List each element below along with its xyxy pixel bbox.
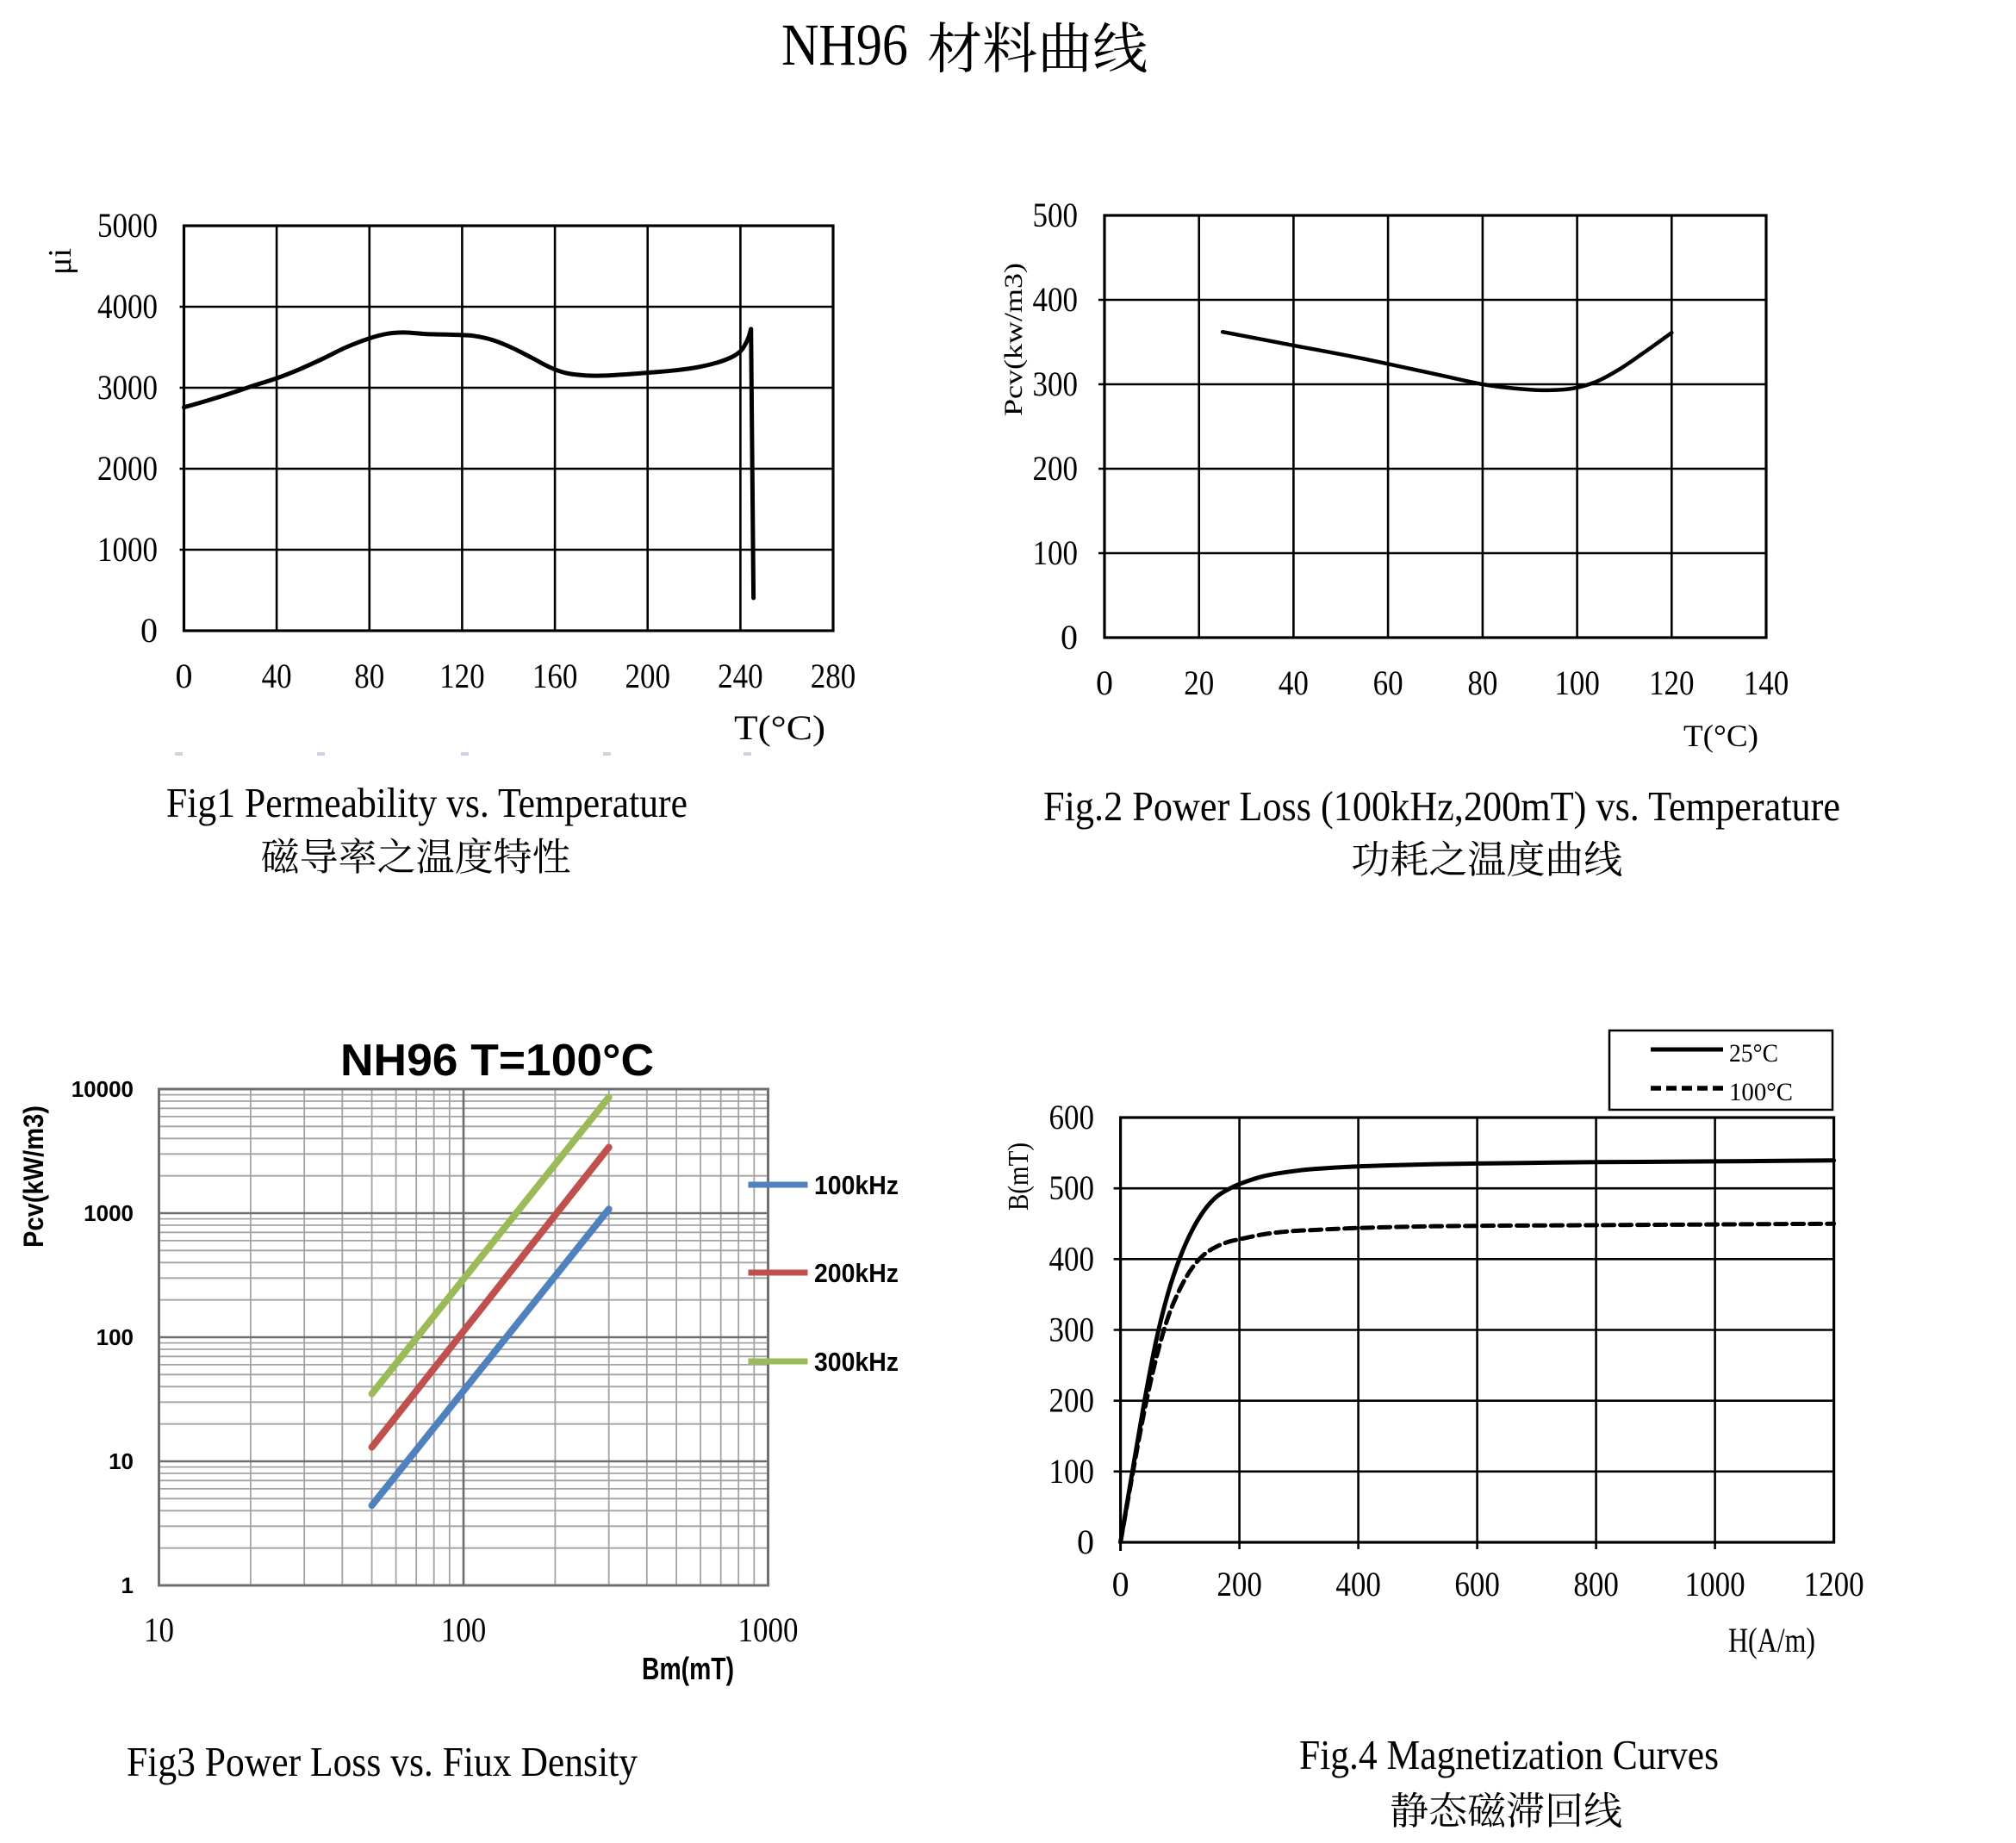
svg-text:H(A/m): H(A/m) <box>1728 1621 1815 1659</box>
svg-text:500: 500 <box>1049 1168 1095 1207</box>
svg-text:0: 0 <box>1096 663 1113 702</box>
svg-text:0: 0 <box>176 657 193 695</box>
svg-text:25°C: 25°C <box>1729 1039 1778 1068</box>
svg-text:10: 10 <box>144 1610 174 1649</box>
svg-text:80: 80 <box>1467 663 1497 702</box>
svg-text:1000: 1000 <box>738 1610 799 1649</box>
svg-text:80: 80 <box>354 657 384 695</box>
svg-text:400: 400 <box>1049 1239 1095 1278</box>
svg-text:40: 40 <box>262 657 292 695</box>
svg-text:10000: 10000 <box>72 1076 134 1102</box>
svg-text:μi: μi <box>42 248 78 275</box>
svg-text:100: 100 <box>1049 1452 1095 1491</box>
svg-text:1000: 1000 <box>97 530 158 569</box>
svg-text:400: 400 <box>1033 280 1079 319</box>
svg-text:Fig.2 Power Loss (100kHz,200mT: Fig.2 Power Loss (100kHz,200mT) vs. Temp… <box>1043 782 1840 830</box>
svg-text:60: 60 <box>1373 663 1403 702</box>
svg-text:Pcv(kW/m3): Pcv(kW/m3) <box>18 1105 49 1248</box>
svg-text:4000: 4000 <box>97 287 158 326</box>
svg-text:T(°C): T(°C) <box>734 708 825 747</box>
svg-text:100: 100 <box>441 1610 487 1649</box>
svg-text:600: 600 <box>1454 1565 1500 1603</box>
svg-text:B(mT): B(mT) <box>1003 1143 1035 1211</box>
svg-text:20: 20 <box>1184 663 1214 702</box>
svg-text:400: 400 <box>1335 1565 1381 1603</box>
svg-text:200: 200 <box>1049 1381 1095 1420</box>
svg-text:300kHz: 300kHz <box>814 1347 899 1377</box>
svg-text:240: 240 <box>718 657 763 695</box>
svg-text:100°C: 100°C <box>1729 1078 1793 1106</box>
svg-text:1000: 1000 <box>1685 1565 1745 1603</box>
svg-text:Fig1 Permeability vs. Temperat: Fig1 Permeability vs. Temperature <box>166 779 688 826</box>
svg-text:1200: 1200 <box>1804 1565 1864 1603</box>
svg-text:500: 500 <box>1033 196 1079 234</box>
svg-text:T(°C): T(°C) <box>1683 719 1758 753</box>
svg-text:140: 140 <box>1744 663 1789 702</box>
svg-text:100: 100 <box>1033 533 1079 572</box>
svg-text:120: 120 <box>439 657 485 695</box>
svg-text:0: 0 <box>1077 1522 1094 1561</box>
svg-text:160: 160 <box>532 657 578 695</box>
svg-text:200: 200 <box>1216 1565 1262 1603</box>
svg-text:0: 0 <box>140 611 158 650</box>
svg-text:200: 200 <box>625 657 670 695</box>
svg-text:600: 600 <box>1049 1098 1095 1136</box>
svg-text:800: 800 <box>1573 1565 1619 1603</box>
svg-text:5000: 5000 <box>97 206 158 245</box>
svg-text:0: 0 <box>1112 1565 1129 1603</box>
svg-text:Fig3 Power Loss vs. Fiux Densi: Fig3 Power Loss vs. Fiux Density <box>127 1738 638 1785</box>
svg-text:300: 300 <box>1049 1311 1095 1349</box>
svg-text:Pcv(kw/m3): Pcv(kw/m3) <box>999 263 1028 416</box>
svg-text:280: 280 <box>811 657 856 695</box>
svg-text:200kHz: 200kHz <box>814 1258 899 1288</box>
svg-text:NH96: NH96 <box>781 12 908 78</box>
svg-text:10: 10 <box>109 1448 134 1474</box>
svg-text:200: 200 <box>1033 449 1079 488</box>
svg-text:40: 40 <box>1279 663 1309 702</box>
svg-text:1: 1 <box>121 1572 134 1598</box>
svg-text:Bm(mT): Bm(mT) <box>642 1651 734 1686</box>
svg-text:100kHz: 100kHz <box>814 1170 899 1200</box>
svg-text:300: 300 <box>1033 364 1079 403</box>
svg-text:Fig.4 Magnetization Curves: Fig.4 Magnetization Curves <box>1299 1731 1719 1778</box>
svg-text:3000: 3000 <box>97 368 158 407</box>
svg-text:2000: 2000 <box>97 449 158 488</box>
svg-text:100: 100 <box>1554 663 1600 702</box>
svg-text:120: 120 <box>1649 663 1695 702</box>
svg-text:100: 100 <box>96 1324 134 1350</box>
svg-text:1000: 1000 <box>84 1200 134 1226</box>
svg-text:NH96 T=100°C: NH96 T=100°C <box>340 1036 654 1086</box>
svg-text:0: 0 <box>1061 618 1078 657</box>
